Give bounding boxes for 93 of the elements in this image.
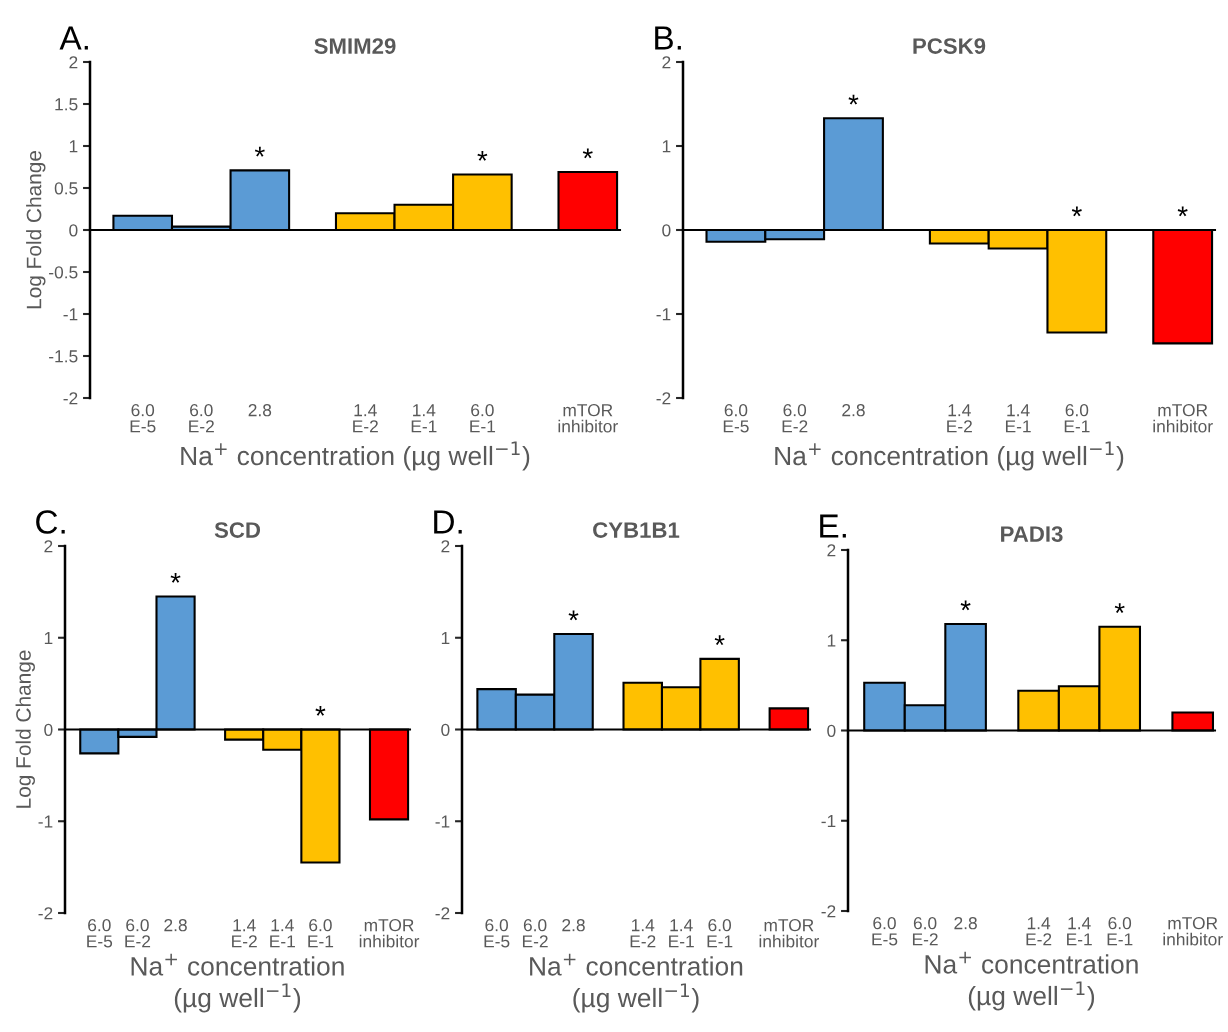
x-tick-label: 6.0 E-5 [872,917,898,946]
x-tick-label: 6.0 E-1 [308,919,334,948]
x-tick-label: 6.0 E-1 [1064,404,1090,433]
y-tick-label: 0 [441,723,450,736]
chart-title: SMIM29 [314,38,396,54]
y-tick-label: -1 [435,815,450,828]
y-tick-label: 0 [44,723,53,736]
y-tick-label: -1 [821,815,836,828]
y-tick-label: 1 [441,632,450,645]
y-tick-label: 0 [827,724,836,737]
x-tick-label: mTOR inhibitor [1163,917,1223,946]
text: A. [59,26,88,50]
x-tick-label: 1.4 E-1 [669,919,694,948]
annotation: * [582,148,593,159]
x-tick-label: 2.8 [842,404,865,417]
annotation: * [477,151,488,161]
annotation: * [254,146,265,157]
y-tick-label: 1 [827,634,836,647]
y-tick-label: 0 [69,224,78,237]
text: B. [655,26,681,50]
chart-title: PCSK9 [913,38,986,54]
x-tick-label: mTOR inhibitor [359,919,420,948]
x-tick-label: 2.8 [164,919,187,932]
y-tick-label: 1 [69,140,78,153]
x-tick-label: 6.0 E-5 [723,404,749,433]
y-tick-label: 2 [662,56,671,69]
x-tick-label: 1.4 E-1 [1005,404,1031,433]
annotation: * [1071,206,1082,217]
x-axis-title: Na$^{+}$ concentration (µg well$^{−1}$) [925,951,1138,1011]
x-tick-label: 6.0 E-5 [130,404,156,433]
y-tick-label: -1.5 [49,350,78,363]
annotation: * [315,706,326,716]
x-tick-label: mTOR inhibitor [1153,404,1213,433]
x-tick-label: 6.0 E-5 [484,919,510,948]
y-tick-label: 1 [662,140,671,153]
annotation: * [1114,603,1125,613]
x-tick-label: 2.8 [954,917,977,930]
x-tick-label: mTOR inhibitor [759,919,819,948]
x-tick-label: 1.4 E-1 [270,919,295,948]
x-tick-label: 1.4 E-1 [411,404,437,433]
x-tick-label: 6.0 E-2 [522,919,548,948]
chart-title: CYB1B1 [593,522,680,538]
x-tick-label: 1.4 E-2 [630,919,656,948]
x-tick-label: 6.0 E-5 [87,919,113,948]
annotation: * [960,600,971,611]
y-tick-label: -1 [38,815,53,828]
annotation: * [170,572,181,583]
annotation: * [848,94,859,105]
y-tick-label: -2 [38,907,53,920]
y-tick-label: -0.5 [49,266,78,279]
y-tick-label: -2 [821,905,836,918]
x-axis-title: Na$^{+}$ concentration (µg well$^{−1}$) [530,953,743,1013]
x-tick-label: 1.4 E-2 [1026,917,1052,946]
x-tick-label: 1.4 E-2 [947,404,972,433]
x-tick-label: 2.8 [562,919,585,932]
x-axis-title: Na$^{+}$ concentration (µg well$^{−1}$) [775,441,1124,471]
y-tick-label: -2 [656,392,671,405]
x-tick-label: 6.0 E-2 [782,404,808,433]
y-tick-label: 0.5 [54,182,78,195]
x-tick-label: 6.0 E-1 [470,404,496,433]
annotation: * [568,610,579,621]
y-tick-label: 1.5 [55,98,78,111]
y-tick-label: 2 [827,544,836,557]
x-tick-label: 6.0 E-1 [1107,917,1133,946]
y-tick-label: 0 [662,224,671,237]
y-tick-label: -2 [435,907,450,920]
y-tick-label: 1 [44,632,53,645]
x-tick-label: 1.4 E-1 [1067,917,1092,946]
x-axis-title: Na$^{+}$ concentration (µg well$^{−1}$) [181,441,530,471]
y-tick-label: -1 [656,308,671,321]
annotation: * [1177,206,1188,217]
x-tick-label: 1.4 E-2 [353,404,378,433]
x-tick-label: mTOR inhibitor [558,404,618,433]
y-tick-label: -2 [63,392,78,405]
y-tick-label: 2 [44,540,53,553]
chart-title: PADI3 [1001,526,1063,542]
y-tick-label: 2 [441,540,450,553]
text: D. [434,510,462,534]
y-tick-label: 2 [69,56,78,69]
y-axis-title: Log Fold Change [26,151,46,309]
text: E. [820,514,846,538]
chart-title: SCD [214,522,261,538]
x-tick-label: 6.0 E-2 [189,404,214,433]
x-tick-label: 2.8 [248,404,272,417]
y-tick-label: -1 [63,308,78,321]
y-axis-title: Log Fold Change [15,650,35,808]
text: C. [36,510,65,534]
x-tick-label: 6.0 E-2 [912,917,938,946]
x-tick-label: 1.4 E-2 [232,919,257,948]
x-axis-title: Na$^{+}$ concentration (µg well$^{−1}$) [131,953,344,1013]
x-tick-label: 6.0 E-2 [125,919,151,948]
annotation: * [714,635,725,646]
x-tick-label: 6.0 E-1 [707,919,733,948]
